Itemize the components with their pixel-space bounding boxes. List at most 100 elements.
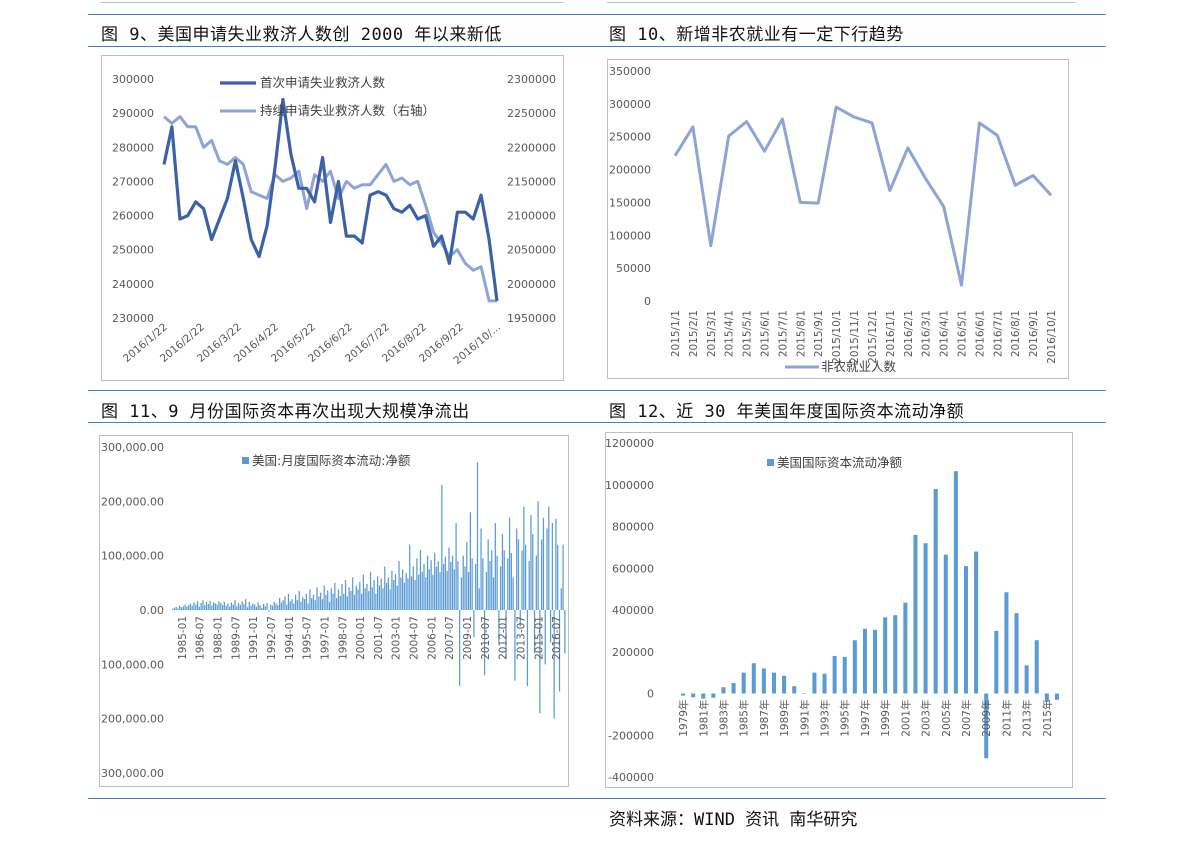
y-tick-label: 300,000.00 bbox=[101, 441, 164, 454]
x-tick-label: 2009年 bbox=[980, 700, 993, 737]
x-tick-label: 2015年 bbox=[1041, 700, 1054, 737]
x-tick-label: 2016/10/1 bbox=[1046, 310, 1058, 364]
bar bbox=[275, 603, 277, 610]
bar bbox=[1044, 693, 1049, 702]
bar bbox=[223, 601, 225, 610]
bar bbox=[405, 573, 407, 610]
x-tick-label: 1989-07 bbox=[230, 616, 242, 660]
y-tick-label: 600000 bbox=[612, 562, 654, 575]
series-line-initial-claims bbox=[162, 97, 499, 302]
bar bbox=[348, 587, 350, 610]
bar bbox=[444, 556, 447, 610]
bar bbox=[225, 605, 227, 610]
bar bbox=[218, 601, 220, 610]
bar bbox=[435, 566, 438, 610]
y-tick-label-right: 2150000 bbox=[507, 175, 556, 188]
bar bbox=[446, 570, 448, 610]
fig11-panel: 300,000.00 200,000.00 100,000.00 0.00 -100,0… bbox=[99, 435, 569, 787]
bar bbox=[394, 574, 397, 610]
x-tick-label: 2015/11/1 bbox=[849, 310, 861, 364]
x-tick-label: 2016/6/1 bbox=[974, 310, 986, 357]
bar bbox=[553, 610, 555, 719]
bar bbox=[469, 512, 471, 610]
bar bbox=[229, 606, 231, 610]
bar bbox=[184, 604, 186, 610]
bar bbox=[476, 462, 479, 610]
bar bbox=[537, 501, 539, 610]
bar bbox=[423, 563, 425, 610]
bar bbox=[535, 555, 537, 610]
bar bbox=[564, 610, 566, 654]
bar bbox=[375, 593, 377, 610]
bar bbox=[681, 693, 686, 696]
y-tick-label: -200,000.00 bbox=[100, 713, 164, 726]
bar bbox=[419, 550, 422, 610]
bar bbox=[204, 605, 206, 610]
bar bbox=[385, 582, 388, 610]
y-tick-label: 350000 bbox=[609, 65, 651, 78]
y-tick-label: -100,000.00 bbox=[100, 658, 164, 671]
bar bbox=[1014, 613, 1019, 694]
bar bbox=[209, 600, 211, 610]
y-tick-label-left: 250000 bbox=[112, 244, 154, 257]
bar bbox=[546, 528, 548, 610]
bar bbox=[202, 600, 204, 610]
series-line-continuing-claims bbox=[163, 115, 497, 303]
bar bbox=[450, 562, 452, 610]
fig10-panel: 350000 300000 250000 200000 150000 100000 5000… bbox=[607, 59, 1069, 379]
bar bbox=[175, 606, 177, 610]
bar bbox=[448, 547, 450, 610]
fig10-chart: 350000 300000 250000 200000 150000 100000 5000… bbox=[609, 65, 1058, 374]
x-tick-label: 2016/5/1 bbox=[957, 310, 969, 357]
fig9-chart: 300000 290000 280000 270000 260000 250000 2400… bbox=[112, 73, 556, 367]
rule-row2-top bbox=[88, 390, 1106, 391]
bar bbox=[287, 593, 290, 610]
y-tick-label: 800000 bbox=[612, 521, 654, 534]
bar bbox=[289, 601, 291, 610]
bar bbox=[873, 629, 878, 694]
x-tick-label: 1985年 bbox=[738, 700, 751, 737]
bar bbox=[330, 588, 332, 610]
y-tick-label: 400000 bbox=[612, 604, 654, 617]
bar bbox=[984, 693, 989, 759]
bar bbox=[332, 593, 334, 610]
x-tick-label: 2009-01 bbox=[462, 616, 474, 660]
bar bbox=[191, 605, 193, 610]
bar bbox=[409, 544, 411, 610]
bar bbox=[812, 672, 817, 694]
bar bbox=[994, 630, 999, 694]
bar bbox=[883, 617, 888, 694]
bar bbox=[214, 603, 217, 610]
bar bbox=[280, 602, 282, 610]
bar bbox=[421, 571, 423, 610]
bar bbox=[391, 570, 393, 610]
bar bbox=[239, 605, 241, 610]
bar bbox=[389, 589, 391, 610]
x-tick-label: 1993年 bbox=[819, 700, 832, 737]
bar bbox=[359, 581, 361, 610]
fig9-panel: 300000 290000 280000 270000 260000 250000 2400… bbox=[101, 55, 564, 381]
bar bbox=[507, 558, 509, 610]
bar bbox=[179, 605, 181, 610]
bar bbox=[273, 601, 275, 610]
bar bbox=[953, 471, 958, 694]
bar bbox=[943, 554, 948, 694]
x-tick-label: 2016/4/1 bbox=[939, 310, 951, 357]
bar bbox=[311, 598, 313, 610]
y-tick-label: 50000 bbox=[616, 262, 651, 275]
bar bbox=[236, 606, 238, 610]
bar bbox=[822, 673, 827, 694]
fig11-chart: 300,000.00 200,000.00 100,000.00 0.00 -100,0… bbox=[100, 441, 566, 780]
x-tick-label: 2001年 bbox=[899, 700, 912, 737]
y-tick-label-left: 280000 bbox=[112, 141, 154, 154]
bar bbox=[407, 578, 409, 610]
bar bbox=[551, 523, 553, 610]
legend-label: 首次申请失业救济人数 bbox=[260, 75, 386, 90]
x-tick-label: 2016/7/1 bbox=[992, 310, 1004, 357]
y-tick-label: 150000 bbox=[609, 196, 651, 209]
bar bbox=[516, 528, 518, 610]
y-tick-label: 1200000 bbox=[606, 437, 654, 450]
bar bbox=[517, 539, 520, 610]
bar bbox=[323, 585, 325, 610]
y-tick-label: -400000 bbox=[608, 771, 654, 784]
